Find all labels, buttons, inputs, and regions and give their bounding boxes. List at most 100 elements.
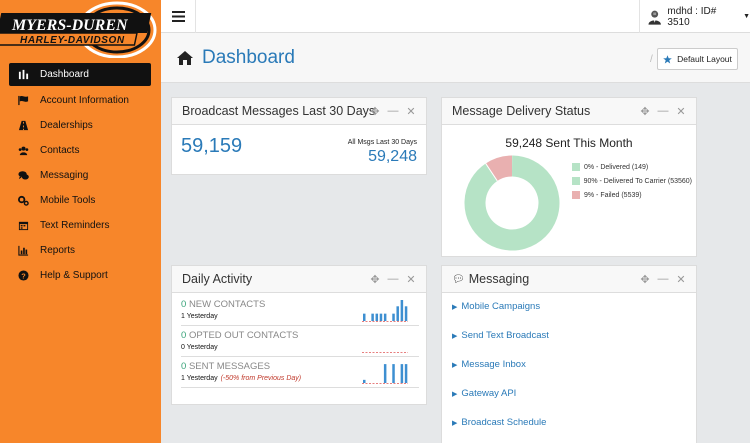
close-icon[interactable]: ✕ [406,273,416,286]
sidebar-item-label: Dealerships [40,120,93,131]
link-broadcast-schedule[interactable]: ▶ Broadcast Schedule [452,417,547,428]
sparkline-bar [383,364,387,383]
sparkline-bar [392,364,395,383]
close-icon[interactable]: ✕ [676,105,686,118]
link-mobile-campaigns[interactable]: ▶ Mobile Campaigns [452,301,541,312]
sidebar-nav: Dashboard Account Information Dealership… [9,63,151,288]
avatar [648,10,661,25]
sidebar-item-label: Text Reminders [40,220,110,231]
activity-label: OPTED OUT CONTACTS [188,330,299,341]
minimize-icon[interactable]: — [387,105,399,117]
sidebar-item-messaging[interactable]: Messaging [9,163,151,188]
sidebar-item-account-information[interactable]: Account Information [9,88,151,113]
caret-right-icon: ▶ [452,332,458,340]
close-icon[interactable]: ✕ [406,105,416,118]
calendar-icon [17,220,29,232]
default-layout-button[interactable]: Default Layout [657,48,738,70]
caret-right-icon: ▶ [452,303,458,311]
sparkline-bar [400,300,404,321]
donut-slice [464,155,560,251]
panel-title: Message Delivery Status [452,104,591,118]
donut-slice [485,155,513,182]
donut-separator [485,163,498,182]
activity-row-opted-out: 0 OPTED OUT CONTACTS 0 Yesterday [181,326,419,357]
sidebar-item-reports[interactable]: Reports [9,238,151,263]
road-icon [17,120,29,132]
sidebar-item-label: Reports [40,245,76,256]
legend-item: 0% - Delivered (149) [572,160,692,174]
move-icon[interactable]: ✥ [370,273,380,286]
svg-text:MYERS-DUREN: MYERS-DUREN [11,17,129,34]
caret-right-icon: ▶ [452,390,458,398]
sparkline-bar [363,313,366,321]
delivery-donut-chart [464,155,560,251]
gears-icon [17,195,29,207]
topbar: mdhd : ID# 3510 ▼ [161,0,750,33]
sparkline-bar [383,313,387,321]
question-icon: ? [17,270,29,282]
activity-yesterday: 0 Yesterday [181,344,218,351]
activity-count: 0 [181,330,187,341]
messaging-panel: 💬︎ Messaging ✥ — ✕ ▶ Mobile Campaigns ▶ Se… [441,265,697,443]
activity-label: NEW CONTACTS [188,299,266,310]
activity-change-note: (-50% from Previous Day) [220,375,302,382]
link-send-text-broadcast[interactable]: ▶ Send Text Broadcast [452,330,549,341]
move-icon[interactable]: ✥ [370,105,380,118]
broadcast-count: 59,159 [181,135,243,157]
flag-icon [17,95,29,107]
caret-right-icon: ▶ [452,419,458,427]
sidebar-item-mobile-tools[interactable]: Mobile Tools [9,188,151,213]
user-menu[interactable]: mdhd : ID# 3510 ▼ [639,0,750,33]
legend-swatch [572,191,580,199]
brand-logo[interactable]: MYERS-DUREN HARLEY-DAVIDSON [0,0,161,58]
delivery-status-panel: Message Delivery Status ✥ — ✕ 59,248 Sen… [441,97,697,257]
activity-row-sent-messages: 0 SENT MESSAGES 1 Yesterday (-50% from Pr… [181,357,419,388]
sparkline-bar [404,364,408,383]
activity-sparkline [362,364,408,384]
dashboard-icon [17,69,29,81]
move-icon[interactable]: ✥ [640,105,650,118]
comments-icon: 💬︎ [452,273,465,285]
sparkline-bar [379,313,383,321]
activity-yesterday: 1 Yesterday [181,375,218,382]
caret-down-icon: ▼ [743,13,750,20]
legend-swatch [572,163,580,171]
sidebar-item-text-reminders[interactable]: Text Reminders [9,213,151,238]
close-icon[interactable]: ✕ [676,273,686,286]
activity-label: SENT MESSAGES [188,361,271,372]
bar-chart-icon [17,245,29,257]
activity-count: 0 [181,299,187,310]
sidebar-item-dashboard[interactable]: Dashboard [9,63,151,86]
sidebar-item-label: Mobile Tools [40,195,96,206]
broadcast-panel: Broadcast Messages Last 30 Days ✥ — ✕ 59… [171,97,427,175]
breadcrumb-separator: / [650,54,653,65]
sparkline-bar [392,313,395,321]
sent-this-month: 59,248 Sent This Month [505,136,633,150]
sparkline-bar [404,306,408,321]
sidebar-item-contacts[interactable]: Contacts [9,138,151,163]
legend-label: 0% - Delivered (149) [584,163,649,171]
menu-toggle-button[interactable] [161,0,196,33]
link-gateway-api[interactable]: ▶ Gateway API [452,388,517,399]
sidebar-item-label: Messaging [40,170,89,181]
minimize-icon[interactable]: — [387,273,399,285]
minimize-icon[interactable]: — [657,273,669,285]
comments-icon [17,170,29,182]
sparkline-bar [375,313,379,321]
sidebar-item-label: Contacts [40,145,80,156]
sidebar-item-help-support[interactable]: ? Help & Support [9,263,151,288]
svg-text:HARLEY-DAVIDSON: HARLEY-DAVIDSON [20,35,125,46]
minimize-icon[interactable]: — [657,105,669,117]
users-icon [17,145,29,157]
all-msgs-count: 59,248 [368,148,417,165]
activity-sparkline [362,300,408,322]
sidebar-item-dealerships[interactable]: Dealerships [9,113,151,138]
panel-title: Messaging [468,272,530,286]
move-icon[interactable]: ✥ [640,273,650,286]
svg-text:?: ? [21,271,26,280]
star-icon [663,54,672,64]
link-message-inbox[interactable]: ▶ Message Inbox [452,359,526,370]
legend-swatch [572,177,580,185]
sidebar-item-label: Help & Support [40,270,108,281]
sparkline-bar [371,313,374,321]
